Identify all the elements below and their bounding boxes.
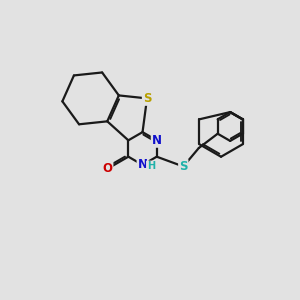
Text: N: N	[137, 158, 148, 171]
Text: N: N	[152, 134, 162, 147]
Text: H: H	[147, 161, 155, 171]
Text: S: S	[143, 92, 151, 105]
Text: S: S	[179, 160, 188, 173]
Text: O: O	[103, 162, 112, 175]
